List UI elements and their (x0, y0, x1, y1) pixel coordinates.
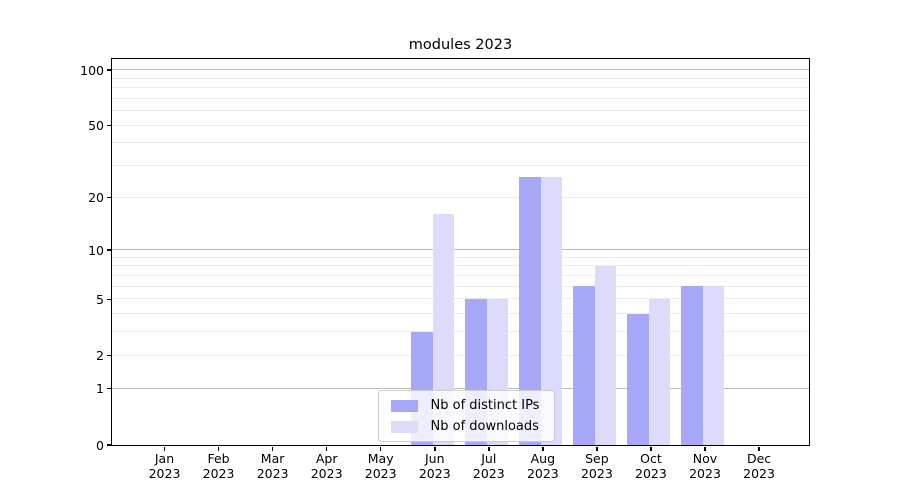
gridline-y-3 (112, 331, 810, 333)
gridline-y-20 (112, 196, 810, 198)
gridline-y-80 (112, 86, 810, 88)
x-label-year: 2023 (743, 465, 775, 481)
y-tick-label-50: 50 (88, 118, 104, 134)
x-label-month: Aug (530, 451, 556, 466)
x-label-year: 2023 (148, 465, 181, 481)
x-tick-label-nov: Nov 2023 (677, 451, 733, 481)
x-label-year: 2023 (418, 465, 451, 481)
legend: Nb of distinct IPs Nb of downloads (377, 390, 555, 442)
x-label-year: 2023 (256, 465, 289, 481)
x-label-month: Sep (585, 451, 609, 466)
x-tick-mar (271, 446, 274, 451)
x-tick-label-jan: Jan 2023 (137, 451, 193, 481)
y-tick-label-10: 10 (88, 242, 104, 258)
gridline-y-10 (112, 249, 810, 251)
x-label-year: 2023 (310, 465, 343, 481)
y-tick-label-1: 1 (96, 381, 104, 397)
legend-entry-nb-of-distinct-ips: Nb of distinct IPs (387, 395, 546, 416)
gridline-y-6 (112, 285, 810, 287)
y-tick-label-100: 100 (80, 62, 104, 78)
gridline-y-100 (112, 69, 810, 71)
gridline-y-9 (112, 256, 810, 258)
gridline-y-90 (112, 77, 810, 79)
x-tick-label-jul: Jul 2023 (461, 451, 517, 481)
x-tick-label-oct: Oct 2023 (623, 451, 679, 481)
bar-oct-nb-of-distinct-ips (627, 313, 649, 445)
x-tick-label-feb: Feb 2023 (191, 451, 247, 481)
x-label-year: 2023 (580, 465, 613, 481)
legend-swatch-nb-of-distinct-ips (390, 399, 418, 412)
x-tick-jun (434, 446, 436, 451)
x-label-month: Jul (481, 451, 497, 466)
x-tick-apr (325, 446, 328, 451)
x-tick-label-sep: Sep 2023 (569, 451, 625, 481)
gridline-y-2 (112, 354, 810, 356)
bar-sep-nb-of-downloads (594, 266, 617, 445)
bar-aug-nb-of-distinct-ips (519, 176, 541, 445)
x-tick-jan (163, 446, 166, 451)
x-tick-label-mar: Mar 2023 (245, 451, 301, 481)
legend-swatch-nb-of-downloads (390, 420, 418, 433)
bar-jun-nb-of-downloads (432, 214, 455, 445)
gridline-y-8 (112, 265, 810, 267)
gridline-y-5 (112, 298, 810, 300)
gridline-y-7 (112, 275, 810, 277)
x-label-month: Dec (746, 451, 772, 466)
x-tick-jul (488, 446, 490, 451)
x-label-year: 2023 (202, 465, 235, 481)
x-label-year: 2023 (526, 465, 559, 481)
x-tick-label-dec: Dec 2023 (731, 451, 787, 481)
x-label-month: Jan (154, 451, 175, 466)
x-label-year: 2023 (689, 465, 721, 481)
legend-label-nb-of-distinct-ips: Nb of distinct IPs (430, 397, 540, 413)
y-tick-label-0: 0 (96, 437, 104, 453)
x-label-month: Feb (207, 451, 230, 466)
y-tick-label-2: 2 (96, 348, 104, 364)
x-tick-sep (596, 446, 598, 451)
chart-title: modules 2023 (408, 37, 513, 53)
bar-sep-nb-of-distinct-ips (573, 286, 595, 445)
bar-nov-nb-of-distinct-ips (681, 286, 703, 445)
gridline-y-1 (112, 387, 810, 389)
legend-entry-nb-of-downloads: Nb of downloads (387, 416, 546, 437)
x-tick-label-aug: Aug 2023 (515, 451, 571, 481)
gridline-y-70 (112, 97, 810, 99)
gridline-y-30 (112, 165, 810, 166)
legend-label-nb-of-downloads: Nb of downloads (430, 418, 539, 434)
x-tick-label-apr: Apr 2023 (299, 451, 355, 481)
x-label-month: Oct (640, 451, 662, 466)
x-label-month: Mar (260, 451, 285, 466)
bar-nov-nb-of-downloads (702, 286, 725, 445)
bar-oct-nb-of-downloads (648, 298, 671, 445)
x-label-year: 2023 (635, 465, 667, 481)
x-label-year: 2023 (472, 465, 505, 481)
x-tick-may (379, 446, 382, 451)
x-label-month: Apr (315, 451, 338, 466)
x-tick-dec (758, 446, 760, 451)
gridline-y-50 (112, 124, 810, 126)
x-label-month: May (367, 451, 394, 466)
bar-aug-nb-of-downloads (540, 176, 563, 445)
plot-area (111, 58, 811, 446)
x-tick-feb (217, 446, 220, 451)
x-tick-label-may: May 2023 (353, 451, 409, 481)
x-tick-oct (650, 446, 652, 451)
y-tick-label-5: 5 (96, 291, 104, 307)
x-tick-label-jun: Jun 2023 (407, 451, 463, 481)
y-tick-label-20: 20 (88, 190, 104, 206)
gridline-y-40 (112, 142, 810, 144)
gridline-y-4 (112, 313, 810, 315)
x-label-month: Nov (692, 451, 718, 466)
x-tick-nov (704, 446, 706, 451)
x-label-month: Jun (424, 451, 445, 466)
x-label-year: 2023 (364, 465, 397, 481)
x-tick-aug (542, 446, 544, 451)
gridline-y-60 (112, 110, 810, 111)
